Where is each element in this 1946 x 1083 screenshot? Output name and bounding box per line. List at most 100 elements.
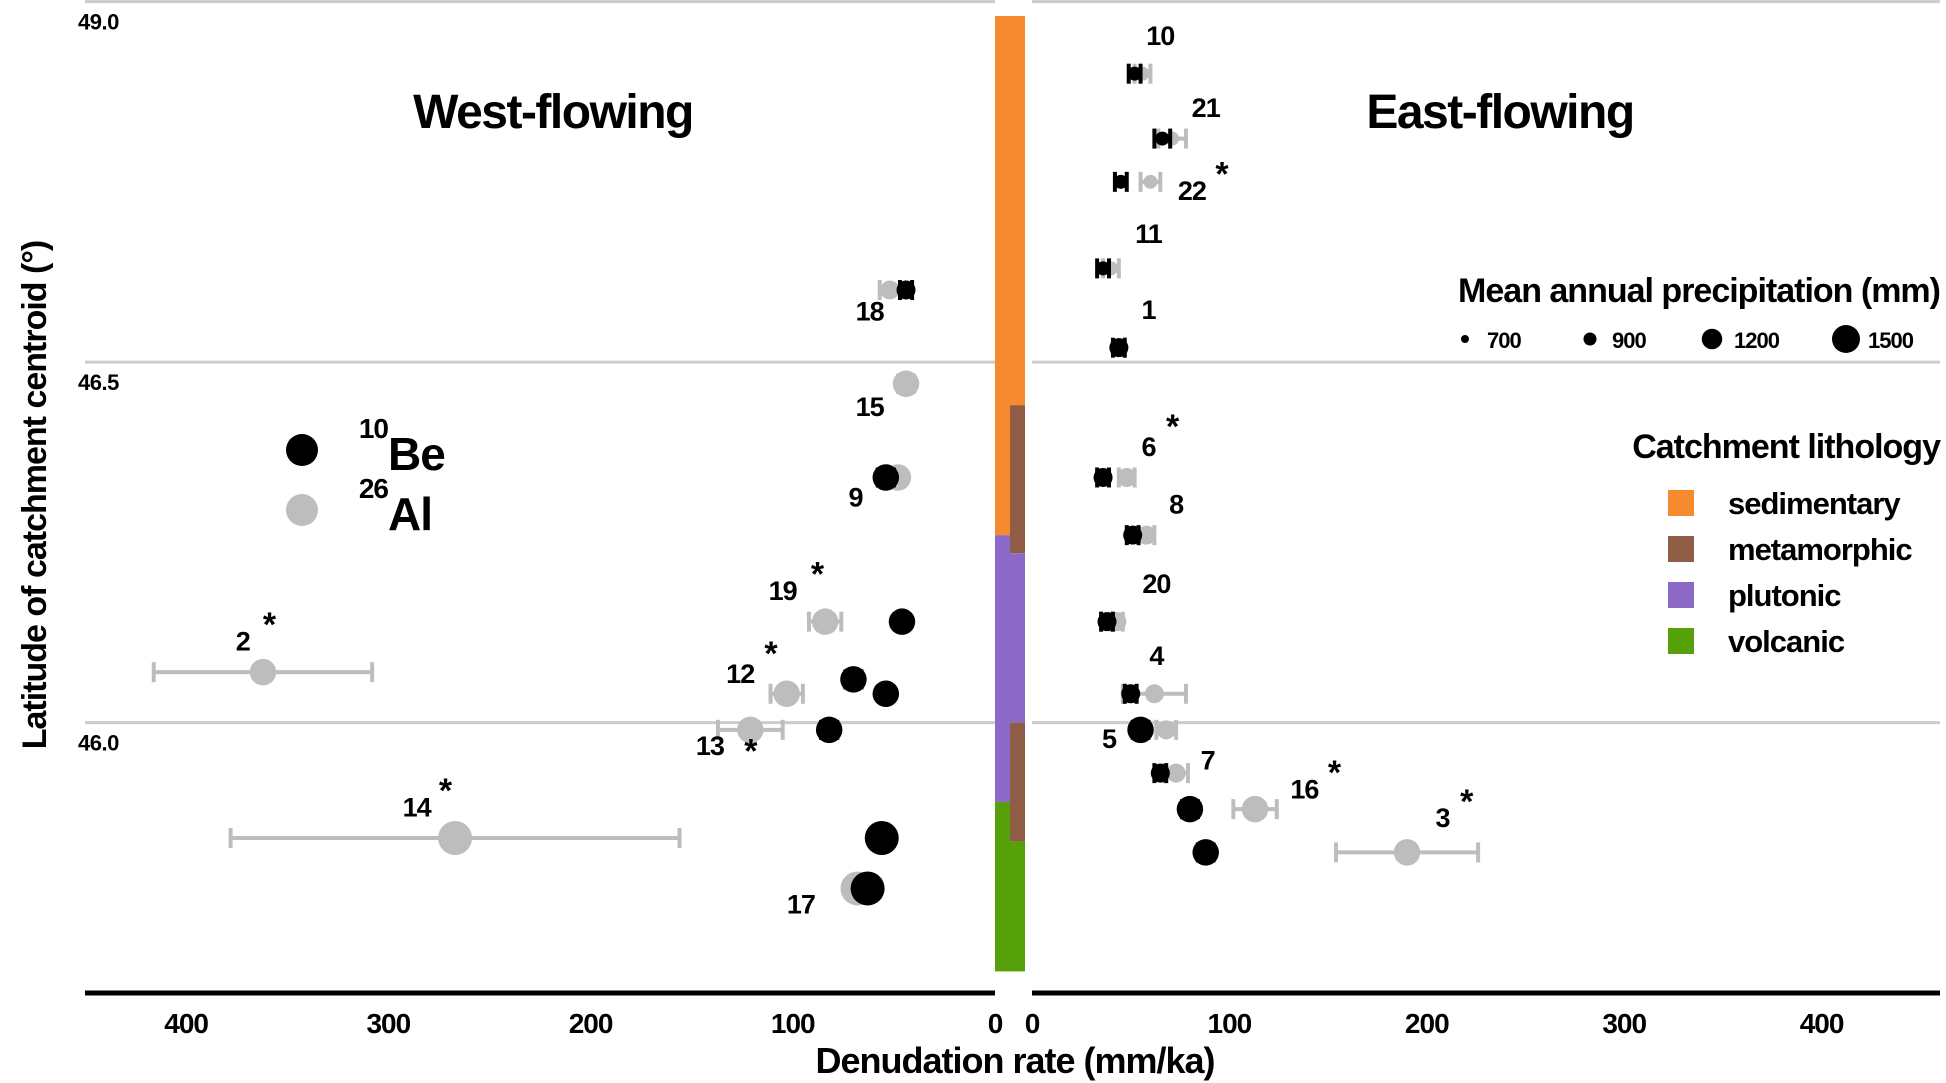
point-10Be-east (1109, 338, 1129, 358)
significance-asterisk: * (263, 606, 277, 644)
point-10Be-east (1123, 525, 1143, 545)
significance-asterisk: * (1460, 783, 1474, 821)
sample-label: 17 (787, 890, 815, 920)
isotope-legend-mass-10Be: 10 (359, 413, 389, 444)
significance-asterisk: * (811, 556, 825, 594)
point-10Be-west (815, 716, 843, 744)
east-x-tick-label: 100 (1208, 1008, 1252, 1039)
point-26Al-east (1393, 839, 1421, 866)
isotope-legend-marker-26Al (286, 494, 318, 526)
point-10Be-east (1121, 684, 1141, 704)
point-26Al-west (773, 680, 800, 708)
sample-label: 22 (1178, 176, 1206, 206)
isotope-legend-element-26Al: Al (388, 488, 432, 540)
point-10Be-west (840, 666, 867, 693)
sample-label: 19 (769, 576, 798, 606)
lithology-segment-metamorphic (1010, 722, 1025, 842)
west-x-tick-label: 300 (366, 1008, 410, 1039)
point-26Al-east (1166, 763, 1186, 783)
lithology-legend-swatch-volcanic (1668, 628, 1694, 654)
point-10Be-east (1150, 763, 1170, 783)
lithology-segment-volcanic (1010, 841, 1025, 972)
precipitation-legend-marker (1461, 335, 1469, 343)
sample-label: 14 (403, 792, 432, 822)
east-x-tick-label: 300 (1602, 1008, 1646, 1039)
point-10Be-west (888, 608, 916, 635)
sample-label: 18 (856, 296, 885, 326)
point-10Be-west (850, 871, 885, 906)
y-tick-label: 49.0 (78, 10, 119, 35)
point-10Be-east (1113, 174, 1128, 189)
precipitation-legend-marker (1583, 332, 1597, 346)
y-tick-label: 46.0 (78, 731, 119, 756)
west-panel-title: West-flowing (413, 86, 693, 139)
point-26Al-west (811, 608, 839, 635)
sample-label: 21 (1192, 93, 1221, 123)
precipitation-legend-marker (1832, 325, 1860, 353)
point-10Be-east (1093, 467, 1113, 487)
point-10Be-east (1155, 131, 1170, 146)
east-x-tick-label: 0 (1025, 1008, 1040, 1039)
west-x-tick-label: 100 (771, 1008, 815, 1039)
significance-asterisk: * (764, 635, 778, 673)
point-10Be-west (896, 280, 916, 300)
east-x-tick-label: 200 (1405, 1008, 1449, 1039)
point-26Al-east (1241, 795, 1269, 823)
precipitation-legend-label: 1500 (1868, 328, 1914, 353)
point-26Al-west (249, 658, 277, 686)
point-10Be-east (1127, 716, 1154, 744)
sample-label: 8 (1169, 490, 1184, 520)
point-26Al-west (438, 821, 473, 855)
precipitation-legend-label: 900 (1612, 328, 1646, 353)
grid-lines (85, 0, 1940, 725)
west-x-tick-label: 400 (164, 1008, 208, 1039)
data-points (151, 63, 1481, 906)
sample-label: 20 (1142, 569, 1170, 599)
precipitation-legend-title: Mean annual precipitation (mm) (1458, 272, 1940, 310)
lithology-legend-label-metamorphic: metamorphic (1728, 532, 1912, 567)
point-10Be-west (864, 821, 899, 855)
lithology-segment-plutonic (995, 535, 1010, 802)
point-10Be-east (1192, 839, 1219, 866)
lithology-legend: Catchment lithology sedimentary metamorph… (1632, 428, 1942, 659)
lithology-segment-volcanic (995, 801, 1010, 972)
point-26Al-east (1143, 174, 1158, 189)
east-panel-title: East-flowing (1366, 86, 1633, 139)
y-axis-title: Latitude of catchment centroid (°) (16, 241, 54, 750)
lithology-legend-label-plutonic: plutonic (1728, 578, 1841, 613)
sample-label: 4 (1149, 641, 1164, 671)
west-x-tick-label: 200 (569, 1008, 613, 1039)
point-26Al-west (892, 370, 920, 397)
precipitation-legend-label: 700 (1487, 328, 1521, 353)
significance-asterisk: * (1166, 408, 1180, 446)
lithology-segment-plutonic (1010, 553, 1025, 723)
point-10Be-east (1096, 261, 1111, 276)
sample-label: 11 (1135, 219, 1163, 249)
point-26Al-east (1156, 720, 1176, 740)
point-26Al-east (1117, 467, 1137, 487)
point-10Be-west (872, 464, 900, 491)
east-x-tick-label: 400 (1800, 1008, 1844, 1039)
point-26Al-east (1136, 525, 1156, 545)
sample-label: 16 (1290, 774, 1319, 804)
sample-label: 7 (1201, 746, 1215, 776)
lithology-legend-title: Catchment lithology (1632, 428, 1941, 466)
point-10Be-east (1176, 795, 1204, 823)
sample-label: 2 (236, 627, 250, 657)
isotope-legend-element-10Be: Be (388, 428, 445, 480)
isotope-legend-marker-10Be (286, 434, 318, 466)
point-10Be-east (1127, 66, 1142, 81)
precipitation-legend-label: 1200 (1734, 328, 1780, 353)
sample-label: 3 (1436, 803, 1451, 833)
lithology-legend-swatch-plutonic (1668, 582, 1694, 608)
lithology-legend-swatch-sedimentary (1668, 490, 1694, 516)
sample-label: 6 (1141, 432, 1156, 462)
sample-label: 13 (696, 731, 725, 761)
precipitation-legend: Mean annual precipitation (mm) 700 900 120… (1458, 272, 1941, 353)
sample-label: 9 (848, 482, 863, 512)
west-x-tick-label: 0 (988, 1008, 1003, 1039)
sample-label: 15 (856, 392, 885, 422)
